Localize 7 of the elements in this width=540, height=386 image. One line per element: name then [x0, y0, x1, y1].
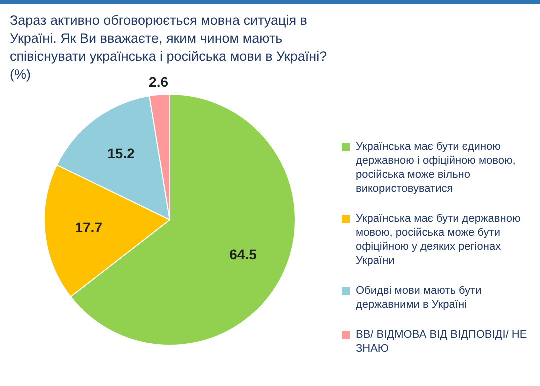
data-label: 15.2 — [108, 145, 136, 162]
legend-label: ВВ/ ВІДМОВА ВІД ВІДПОВІДІ/ НЕ ЗНАЮ — [356, 328, 528, 356]
data-label: 17.7 — [75, 219, 103, 236]
legend-label: Українська має бути єдиною державною і офіційною мовою, російська може вільно використовуватися — [356, 140, 517, 196]
legend-label: Обидві мови мають бути державними в Україні — [356, 284, 483, 312]
data-label: 64.5 — [230, 246, 258, 263]
legend-label: Українська має бути державною мовою, російська може бути офіційною у деяких регіонах України — [356, 212, 522, 268]
